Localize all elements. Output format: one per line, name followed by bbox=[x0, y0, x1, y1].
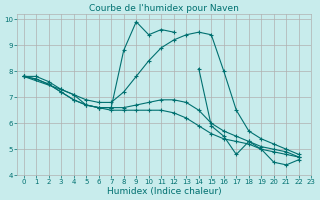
X-axis label: Humidex (Indice chaleur): Humidex (Indice chaleur) bbox=[107, 187, 222, 196]
Title: Courbe de l'humidex pour Naven: Courbe de l'humidex pour Naven bbox=[89, 4, 239, 13]
